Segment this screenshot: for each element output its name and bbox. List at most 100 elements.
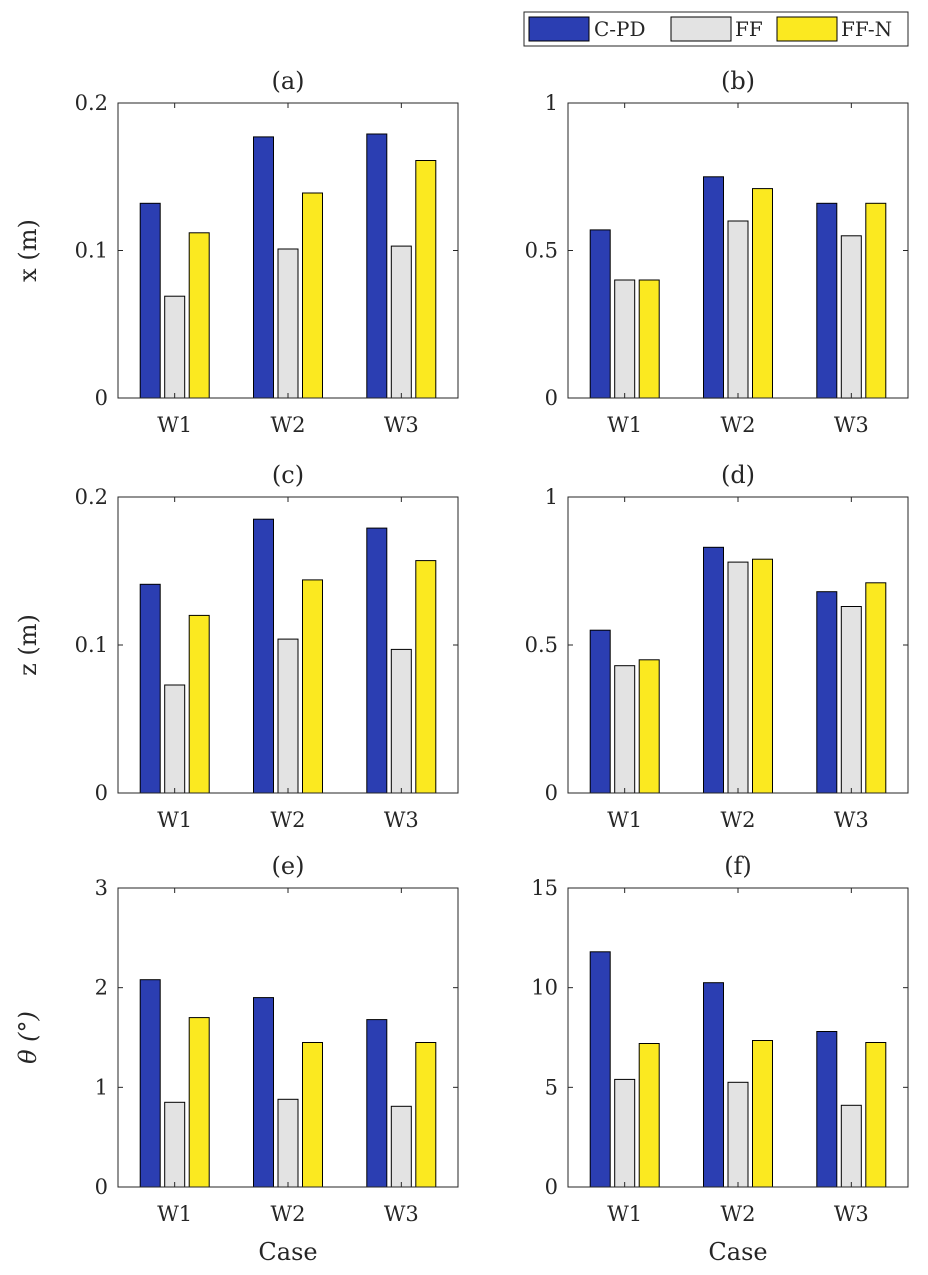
- x-tick-label: W3: [384, 1202, 419, 1226]
- bar-ff-w2: [727, 1081, 749, 1188]
- y-tick-label: 10: [531, 976, 558, 1000]
- y-axis-label: θ (°): [14, 1011, 42, 1064]
- bar-ff-w3: [390, 245, 412, 399]
- y-tick-label: 0.1: [75, 633, 108, 657]
- x-tick-label: W3: [384, 808, 419, 832]
- y-axis-label: z (m): [14, 614, 42, 676]
- x-tick-label: W2: [271, 413, 306, 437]
- x-tick-label: W1: [607, 1202, 642, 1226]
- y-tick-label: 0: [95, 781, 108, 805]
- subplot-title: (d): [721, 461, 755, 489]
- bar-ff-w1: [614, 665, 636, 794]
- bar-ff-n-w1: [188, 614, 210, 794]
- subplot-b: 0 0.5 1 W1 W2 W3 (b): [525, 67, 909, 437]
- y-tick-label: 0.5: [525, 239, 558, 263]
- bar-ff-w1: [164, 684, 186, 794]
- bar-ff-n-w3: [865, 1042, 887, 1188]
- legend-swatch-cpd: [528, 16, 590, 42]
- bar-ff-n-w3: [865, 202, 887, 399]
- x-axis-label: Case: [258, 1238, 317, 1266]
- bar-ff-w1: [614, 1078, 636, 1188]
- subplot-title: (e): [272, 852, 305, 880]
- bar-ff-n-w1: [188, 232, 210, 399]
- bar-ff-w3: [840, 1104, 862, 1188]
- bar-c-pd-w3: [816, 202, 838, 399]
- bar-ff-w2: [727, 220, 749, 399]
- bar-ff-w3: [840, 235, 862, 399]
- bar-ff-n-w2: [302, 192, 323, 399]
- x-tick-label: W2: [721, 413, 756, 437]
- subplot-title: (f): [724, 852, 752, 880]
- bar-c-pd-w1: [589, 951, 611, 1188]
- bar-c-pd-w3: [816, 591, 838, 794]
- legend-label-ffn: FF-N: [841, 17, 892, 41]
- bar-c-pd-w1: [589, 229, 611, 399]
- bar-c-pd-w2: [253, 997, 274, 1188]
- bar-ff-w1: [614, 279, 636, 399]
- bar-ff-w3: [390, 1105, 412, 1188]
- bar-ff-n-w1: [638, 1043, 660, 1188]
- bar-ff-w1: [164, 1101, 186, 1188]
- subplot-title: (c): [272, 461, 304, 489]
- x-tick-label: W3: [834, 413, 869, 437]
- bar-ff-n-w3: [415, 560, 437, 794]
- bar-ff-w2: [727, 561, 749, 794]
- y-tick-label: 3: [95, 876, 108, 900]
- bar-c-pd-w1: [589, 629, 611, 794]
- x-tick-label: W3: [834, 1202, 869, 1226]
- y-tick-label: 1: [545, 485, 558, 509]
- subplot-title: (b): [721, 67, 755, 95]
- y-tick-label: 0.2: [75, 485, 108, 509]
- y-tick-label: 0.2: [75, 91, 108, 115]
- bar-c-pd-w1: [139, 979, 161, 1188]
- legend-swatch-ff: [670, 16, 732, 42]
- x-tick-label: W2: [271, 1202, 306, 1226]
- y-tick-label: 0: [95, 1175, 108, 1199]
- bar-ff-w3: [840, 606, 862, 794]
- legend-swatch-ffn: [776, 16, 838, 42]
- x-tick-label: W1: [157, 1202, 192, 1226]
- bar-c-pd-w2: [253, 518, 274, 794]
- bar-c-pd-w3: [366, 527, 388, 794]
- subplot-e: 0 1 2 3 W1 W2 W3 (e) θ (°) Case: [14, 852, 459, 1266]
- x-tick-label: W3: [834, 808, 869, 832]
- bar-c-pd-w3: [366, 133, 388, 399]
- y-tick-label: 0: [545, 781, 558, 805]
- x-tick-label: W2: [271, 808, 306, 832]
- subplot-title: (a): [271, 67, 304, 95]
- y-tick-label: 0: [545, 386, 558, 410]
- subplots: 0 0.1 0.2 W1 W2 W3 (a) x (m) 0 0.5 1 W1 W2 W3 (b) 0 0.1 0…: [14, 67, 909, 1266]
- bar-c-pd-w2: [703, 982, 724, 1188]
- subplot-a: 0 0.1 0.2 W1 W2 W3 (a) x (m): [14, 67, 459, 437]
- legend-label-cpd: C-PD: [594, 17, 646, 41]
- bar-ff-w2: [277, 1098, 299, 1188]
- bar-c-pd-w2: [253, 136, 274, 399]
- subplot-c: 0 0.1 0.2 W1 W2 W3 (c) z (m): [14, 461, 459, 832]
- y-tick-label: 0.5: [525, 633, 558, 657]
- bar-c-pd-w2: [703, 546, 724, 794]
- y-tick-label: 1: [95, 1075, 108, 1099]
- bar-ff-n-w1: [188, 1017, 210, 1188]
- x-tick-label: W3: [384, 413, 419, 437]
- bar-c-pd-w2: [703, 176, 724, 399]
- y-tick-label: 0: [95, 386, 108, 410]
- bar-ff-w3: [390, 648, 412, 794]
- y-tick-label: 0.1: [75, 239, 108, 263]
- bar-c-pd-w1: [139, 583, 161, 794]
- y-tick-label: 15: [531, 876, 558, 900]
- y-axis-label: x (m): [14, 219, 42, 282]
- bar-ff-n-w2: [302, 579, 323, 794]
- bar-ff-n-w1: [638, 279, 660, 399]
- bar-c-pd-w1: [139, 202, 161, 399]
- bar-ff-w2: [277, 638, 299, 794]
- bar-ff-n-w2: [752, 558, 773, 794]
- bar-ff-n-w3: [865, 582, 887, 794]
- x-tick-label: W2: [721, 808, 756, 832]
- bar-c-pd-w3: [366, 1019, 388, 1188]
- x-tick-label: W1: [607, 413, 642, 437]
- bar-ff-w1: [164, 295, 186, 399]
- bar-ff-n-w2: [752, 1040, 773, 1188]
- x-tick-label: W2: [721, 1202, 756, 1226]
- legend: C-PD FF FF-N: [523, 11, 909, 47]
